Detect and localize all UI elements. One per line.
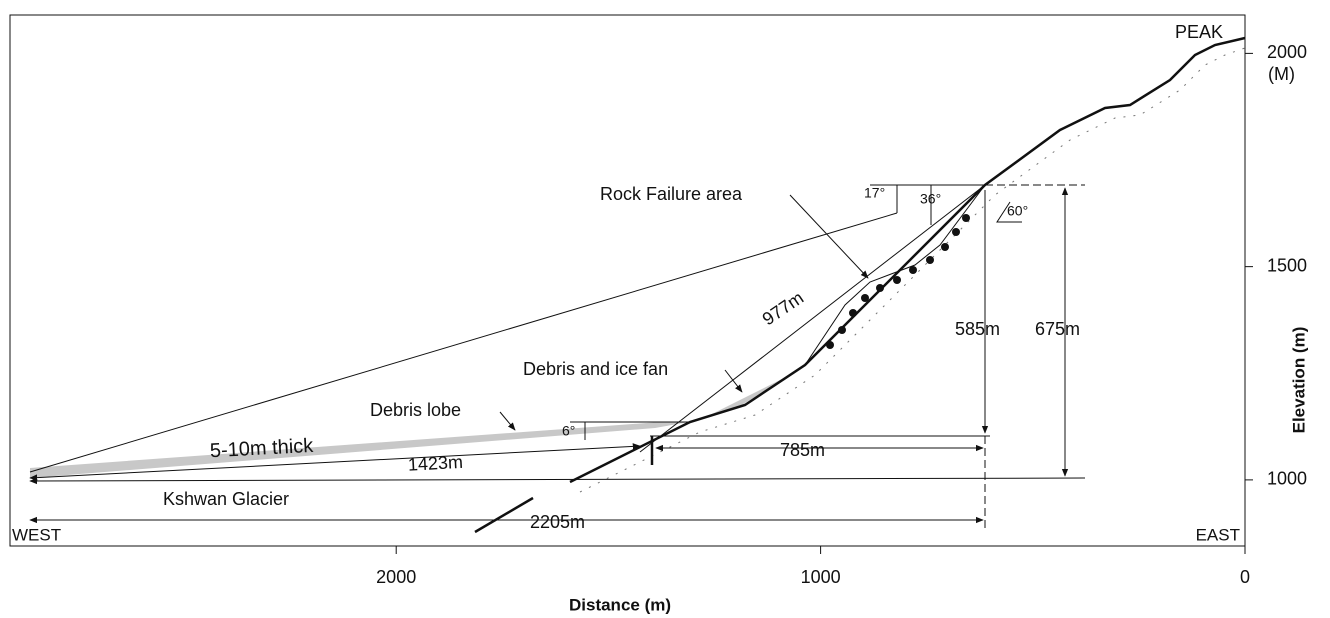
label: 675m xyxy=(1035,319,1080,339)
label: WEST xyxy=(12,525,61,544)
leader xyxy=(500,412,515,430)
label: Debris and ice fan xyxy=(523,359,668,379)
label: 785m xyxy=(780,440,825,460)
label: Debris lobe xyxy=(370,400,461,420)
angle-line xyxy=(30,213,897,472)
leader xyxy=(725,370,742,392)
figure: PEAK WEST EAST Rock Failure area 977m 17… xyxy=(0,0,1330,618)
angle-line xyxy=(640,185,985,452)
label: 60° xyxy=(1007,203,1028,219)
glacier-marker xyxy=(475,498,533,532)
axis-label: Distance (m) xyxy=(569,595,671,614)
label: 1423m xyxy=(407,452,463,475)
label: 2205m xyxy=(530,512,585,532)
label: 585m xyxy=(955,319,1000,339)
label: PEAK xyxy=(1175,22,1223,42)
label: EAST xyxy=(1196,525,1240,544)
leader xyxy=(790,195,868,278)
frame xyxy=(10,15,1245,546)
axis-unit: (M) xyxy=(1268,64,1295,84)
x-tick-label: 0 xyxy=(1240,567,1250,587)
dimension-line xyxy=(30,478,1085,481)
y-tick-label: 2000 xyxy=(1267,42,1307,62)
label: Rock Failure area xyxy=(600,184,743,204)
label: 5-10m thick xyxy=(209,435,314,462)
label: Kshwan Glacier xyxy=(163,489,289,509)
x-tick-label: 1000 xyxy=(801,567,841,587)
label: 6° xyxy=(562,423,575,439)
label: 977m xyxy=(759,287,808,329)
x-tick-label: 2000 xyxy=(376,567,416,587)
label: 36° xyxy=(920,191,941,207)
label: 17° xyxy=(864,185,885,201)
axis-label: Elevation (m) xyxy=(1289,327,1308,434)
y-tick-label: 1000 xyxy=(1267,469,1307,489)
terrain-profile xyxy=(570,38,1245,482)
y-tick-label: 1500 xyxy=(1267,255,1307,275)
